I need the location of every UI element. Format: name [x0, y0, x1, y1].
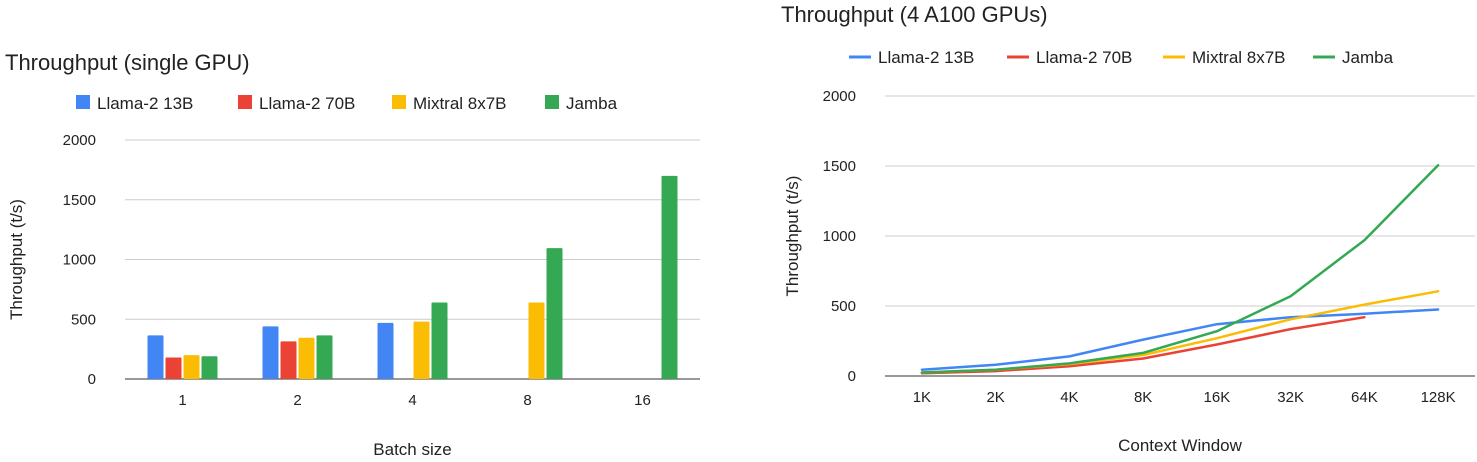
chart1-y-axis-label: Throughput (t/s)	[7, 199, 26, 320]
chart1-bar-llama-2-13b-batch-2	[262, 326, 279, 379]
chart1-legend-label-mixtral-8x7b: Mixtral 8x7B	[413, 94, 507, 113]
chart2-legend-label-llama-2-70b: Llama-2 70B	[1036, 48, 1132, 67]
chart1-title: Throughput (single GPU)	[5, 50, 250, 75]
chart2-line-llama-2-70b	[920, 315, 1366, 375]
chart1-bar-llama-2-13b-batch-1	[147, 335, 164, 379]
chart1-bar-mixtral-8x7b-batch-4	[413, 321, 430, 379]
chart2-x-tick-1K: 1K	[913, 389, 931, 406]
chart1-legend-swatch-mixtral-8x7b	[392, 95, 406, 109]
chart2-legend-label-llama-2-13b: Llama-2 13B	[878, 48, 974, 67]
chart1-bar-jamba-batch-4	[431, 302, 448, 379]
chart2-x-tick-8K: 8K	[1134, 389, 1152, 406]
chart1-legend-label-llama-2-13b: Llama-2 13B	[97, 94, 193, 113]
chart1-y-tick-1500: 1500	[63, 192, 96, 209]
chart1-x-tick-4: 4	[408, 392, 416, 409]
chart1-x-tick-16: 16	[634, 392, 651, 409]
chart1-y-tick-0: 0	[88, 371, 96, 388]
chart1-y-tick-2000: 2000	[63, 132, 96, 149]
chart2-legend-label-jamba: Jamba	[1342, 48, 1394, 67]
chart1-legend-swatch-llama-2-13b	[76, 95, 90, 109]
chart1-legend-swatch-llama-2-70b	[238, 95, 252, 109]
chart2-x-tick-16K: 16K	[1204, 389, 1231, 406]
chart2-y-axis-label: Throughput (t/s)	[783, 176, 802, 297]
chart1-x-tick-2: 2	[293, 392, 301, 409]
chart2-x-tick-32K: 32K	[1277, 389, 1304, 406]
chart2-x-tick-64K: 64K	[1351, 389, 1378, 406]
chart1-bar-jamba-batch-8	[546, 248, 563, 379]
chart1-bar-jamba-batch-16	[661, 175, 678, 379]
chart1-bar-jamba-batch-2	[316, 335, 333, 379]
chart2-x-tick-4K: 4K	[1060, 389, 1078, 406]
chart2-legend-label-mixtral-8x7b: Mixtral 8x7B	[1192, 48, 1286, 67]
chart1-x-tick-1: 1	[178, 392, 186, 409]
chart1-legend-label-jamba: Jamba	[566, 94, 618, 113]
chart2-y-tick-1500: 1500	[823, 158, 856, 175]
chart1-y-tick-1000: 1000	[63, 252, 96, 269]
chart1-bar-mixtral-8x7b-batch-8	[528, 302, 545, 379]
chart2-y-tick-2000: 2000	[823, 88, 856, 105]
chart1-y-tick-500: 500	[71, 311, 96, 328]
chart2-line-llama-2-13b	[920, 308, 1440, 371]
chart1-x-axis-label: Batch size	[373, 440, 451, 459]
chart2-x-axis-label: Context Window	[1118, 436, 1242, 455]
chart1-bar-mixtral-8x7b-batch-2	[298, 337, 315, 379]
chart2-x-tick-128K: 128K	[1421, 389, 1456, 406]
chart1-legend-swatch-jamba	[545, 95, 559, 109]
chart1-bar-llama-2-70b-batch-2	[280, 341, 297, 379]
chart2-x-tick-2K: 2K	[986, 389, 1004, 406]
chart2-y-tick-1000: 1000	[823, 228, 856, 245]
chart2-line-jamba	[920, 164, 1440, 374]
chart1-bar-jamba-batch-1	[201, 356, 218, 379]
chart1-x-tick-8: 8	[523, 392, 531, 409]
chart1-bar-mixtral-8x7b-batch-1	[183, 355, 200, 379]
chart2-title: Throughput (4 A100 GPUs)	[781, 2, 1048, 27]
chart1-legend-label-llama-2-70b: Llama-2 70B	[259, 94, 355, 113]
chart1-bar-llama-2-13b-batch-4	[377, 322, 394, 379]
chart2-y-tick-0: 0	[848, 368, 856, 385]
chart1-bar-llama-2-70b-batch-1	[165, 357, 182, 379]
chart2-y-tick-500: 500	[831, 298, 856, 315]
